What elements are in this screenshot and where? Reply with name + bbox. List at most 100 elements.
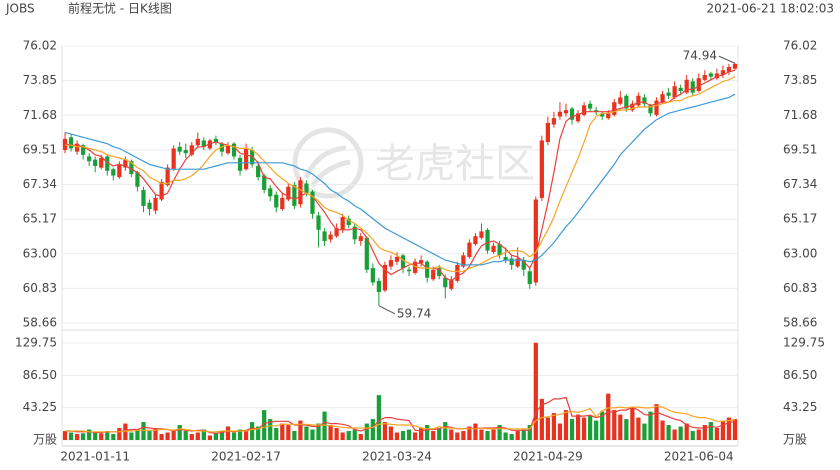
candle-body (545, 122, 550, 143)
volume-bar (696, 429, 701, 440)
y-tick-label-right: 63.00 (783, 246, 817, 260)
volume-bar (509, 434, 514, 440)
volume-bar (479, 429, 484, 440)
candle-body (268, 188, 273, 197)
candle-body (376, 280, 381, 293)
y-tick-label-right: 69.51 (783, 142, 817, 156)
y-tick-label-right: 129.75 (783, 336, 825, 350)
candle-body (473, 236, 478, 245)
candle-body (654, 100, 659, 115)
volume-bar (250, 422, 255, 440)
candle-body (563, 110, 569, 114)
candle-body (340, 217, 345, 230)
candle-body (461, 255, 466, 267)
volume-bar (612, 410, 617, 440)
volume-bar (400, 431, 406, 440)
volume-bar (141, 422, 146, 440)
y-tick-label: 43.25 (23, 400, 57, 414)
candle-body (708, 73, 713, 77)
y-tick-label: 69.51 (23, 142, 57, 156)
candle-body (219, 143, 225, 152)
volume-bar (461, 431, 466, 440)
symbol: JOBS (5, 2, 35, 16)
candle-body (581, 105, 587, 115)
volume-bar (237, 429, 243, 440)
candle-body (243, 148, 249, 170)
volume-bar (105, 431, 110, 440)
candle-body (207, 140, 212, 149)
volume-bar (286, 425, 291, 440)
volume-bar (394, 432, 400, 440)
x-tick-label: 2021-03-24 (362, 450, 432, 464)
volume-bar (195, 432, 200, 440)
volume-bar (485, 431, 490, 440)
candle-body (298, 180, 303, 205)
candle-body (292, 185, 297, 206)
candle-body (569, 108, 575, 120)
candle-body (612, 102, 617, 115)
volume-bar (630, 407, 635, 440)
moving-average (64, 93, 736, 266)
candle-body (406, 269, 412, 272)
volume-bar (449, 429, 454, 440)
volume-bar (316, 423, 321, 440)
min-leader (378, 305, 396, 315)
timestamp: 2021-06-21 18:02:03 (707, 2, 834, 16)
y-tick-label: 58.66 (23, 316, 57, 330)
y-tick-label-right: 67.34 (783, 177, 817, 191)
volume-bar (111, 434, 116, 440)
candle-body (322, 231, 327, 241)
volume-bar (352, 429, 357, 440)
candle-body (467, 242, 472, 257)
volume-bar (376, 395, 381, 440)
volume-bar (62, 431, 68, 440)
volume-bar (594, 420, 599, 440)
volume-bar (280, 423, 285, 440)
volume-bar (231, 432, 237, 440)
candle-body (666, 92, 671, 96)
candle-body (485, 229, 490, 251)
volume-bar (292, 431, 297, 440)
volume-bar (648, 411, 653, 440)
volume-bar (382, 422, 388, 440)
candle-body (159, 181, 164, 200)
volume-bar (129, 432, 134, 440)
moving-average (64, 69, 736, 282)
candle-body (443, 277, 448, 288)
candle-body (509, 258, 514, 265)
volume-bar (370, 419, 375, 440)
candle-body (648, 105, 653, 114)
moving-average (65, 76, 736, 272)
candle-body (624, 95, 629, 109)
candle-body (213, 138, 219, 143)
candle-body (702, 75, 707, 80)
volume-bar (521, 429, 526, 440)
candle-body (419, 260, 424, 264)
candle-body (358, 236, 363, 241)
candle-body (93, 159, 98, 166)
candle-body (183, 150, 188, 154)
volume-bar (256, 426, 261, 440)
candle-body (714, 73, 719, 79)
y-tick-label: 76.02 (23, 39, 57, 53)
volume-bar (99, 433, 104, 440)
candle-body (256, 165, 261, 178)
candle-body (539, 140, 544, 198)
volume-bar (684, 423, 689, 440)
candle-body (81, 145, 86, 155)
watermark-logo (292, 127, 364, 199)
candle-body (171, 148, 176, 170)
volume-bar (732, 419, 738, 440)
volume-bar (177, 425, 182, 440)
candle-body (400, 255, 406, 269)
candle-body (527, 271, 532, 285)
volume-bar (274, 428, 279, 440)
candle-body (328, 234, 333, 240)
volume-bar (563, 410, 569, 440)
volume-bar (183, 431, 188, 440)
volume-bar (225, 426, 231, 440)
volume-bar (672, 429, 677, 440)
candle-body (533, 199, 538, 283)
candle-body (606, 113, 611, 119)
